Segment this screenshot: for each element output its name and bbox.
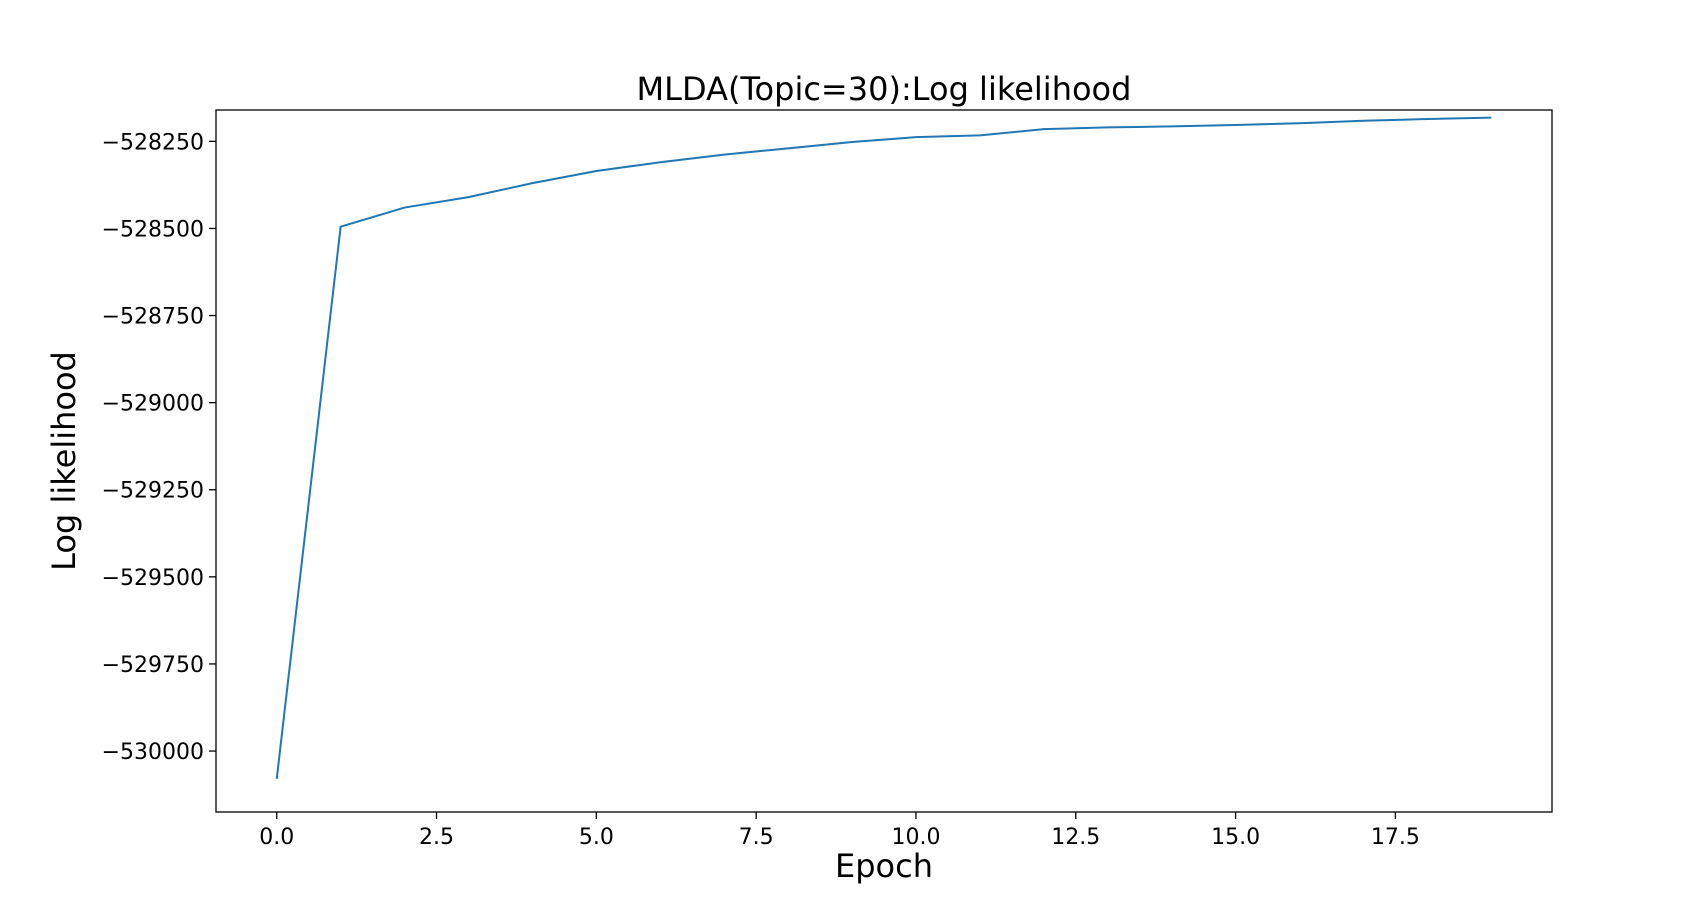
x-axis-ticks: 0.0 2.5 5.0 7.5 10.0 12.5 15.0 17.5 xyxy=(259,812,1420,850)
x-tick-label: 5.0 xyxy=(579,825,614,850)
x-tick-label: 2.5 xyxy=(419,825,454,850)
y-tick-label: −530000 xyxy=(102,740,204,765)
x-tick-label: 10.0 xyxy=(891,825,940,850)
y-tick-label: −528750 xyxy=(102,305,204,330)
series-line xyxy=(275,116,1492,780)
series-layer xyxy=(275,116,1492,780)
y-tick-label: −529750 xyxy=(102,653,204,678)
y-axis-ticks: −528250 −528500 −528750 −529000 −529250 −5295… xyxy=(102,130,216,765)
y-tick-label: −529250 xyxy=(102,479,204,504)
x-tick-label: 17.5 xyxy=(1371,825,1420,850)
plot-area-frame xyxy=(215,109,1553,813)
y-tick-label: −528250 xyxy=(102,130,204,155)
y-tick-label: −529500 xyxy=(102,566,204,591)
y-axis-label: Log likelihood xyxy=(45,351,83,571)
x-tick-label: 7.5 xyxy=(739,825,774,850)
x-tick-label: 12.5 xyxy=(1051,825,1100,850)
x-tick-label: 15.0 xyxy=(1211,825,1260,850)
x-tick-label: 0.0 xyxy=(259,825,294,850)
y-tick-label: −528500 xyxy=(102,217,204,242)
y-tick-label: −529000 xyxy=(102,392,204,417)
chart-title: MLDA(Topic=30):Log likelihood xyxy=(637,70,1132,108)
x-axis-label: Epoch xyxy=(835,847,933,885)
